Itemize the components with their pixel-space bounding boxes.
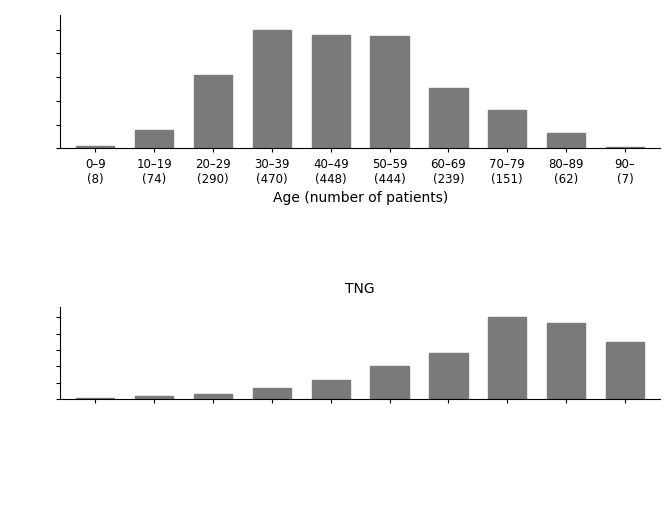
Bar — [370, 367, 409, 399]
Bar — [547, 133, 586, 148]
Bar — [135, 130, 173, 148]
Bar — [194, 394, 232, 399]
Text: TNG: TNG — [346, 282, 375, 296]
Bar — [488, 317, 526, 399]
Bar — [76, 146, 115, 148]
X-axis label: Age (number of patients): Age (number of patients) — [273, 191, 448, 205]
Bar — [547, 323, 586, 399]
Bar — [430, 88, 468, 148]
Bar — [311, 379, 350, 399]
Bar — [253, 30, 291, 148]
Bar — [194, 75, 232, 148]
Bar — [253, 389, 291, 399]
Bar — [430, 353, 468, 399]
Bar — [76, 398, 115, 399]
Bar — [606, 147, 644, 148]
Bar — [311, 35, 350, 148]
Bar — [370, 36, 409, 148]
Bar — [135, 396, 173, 399]
Bar — [488, 110, 526, 148]
Bar — [606, 343, 644, 399]
